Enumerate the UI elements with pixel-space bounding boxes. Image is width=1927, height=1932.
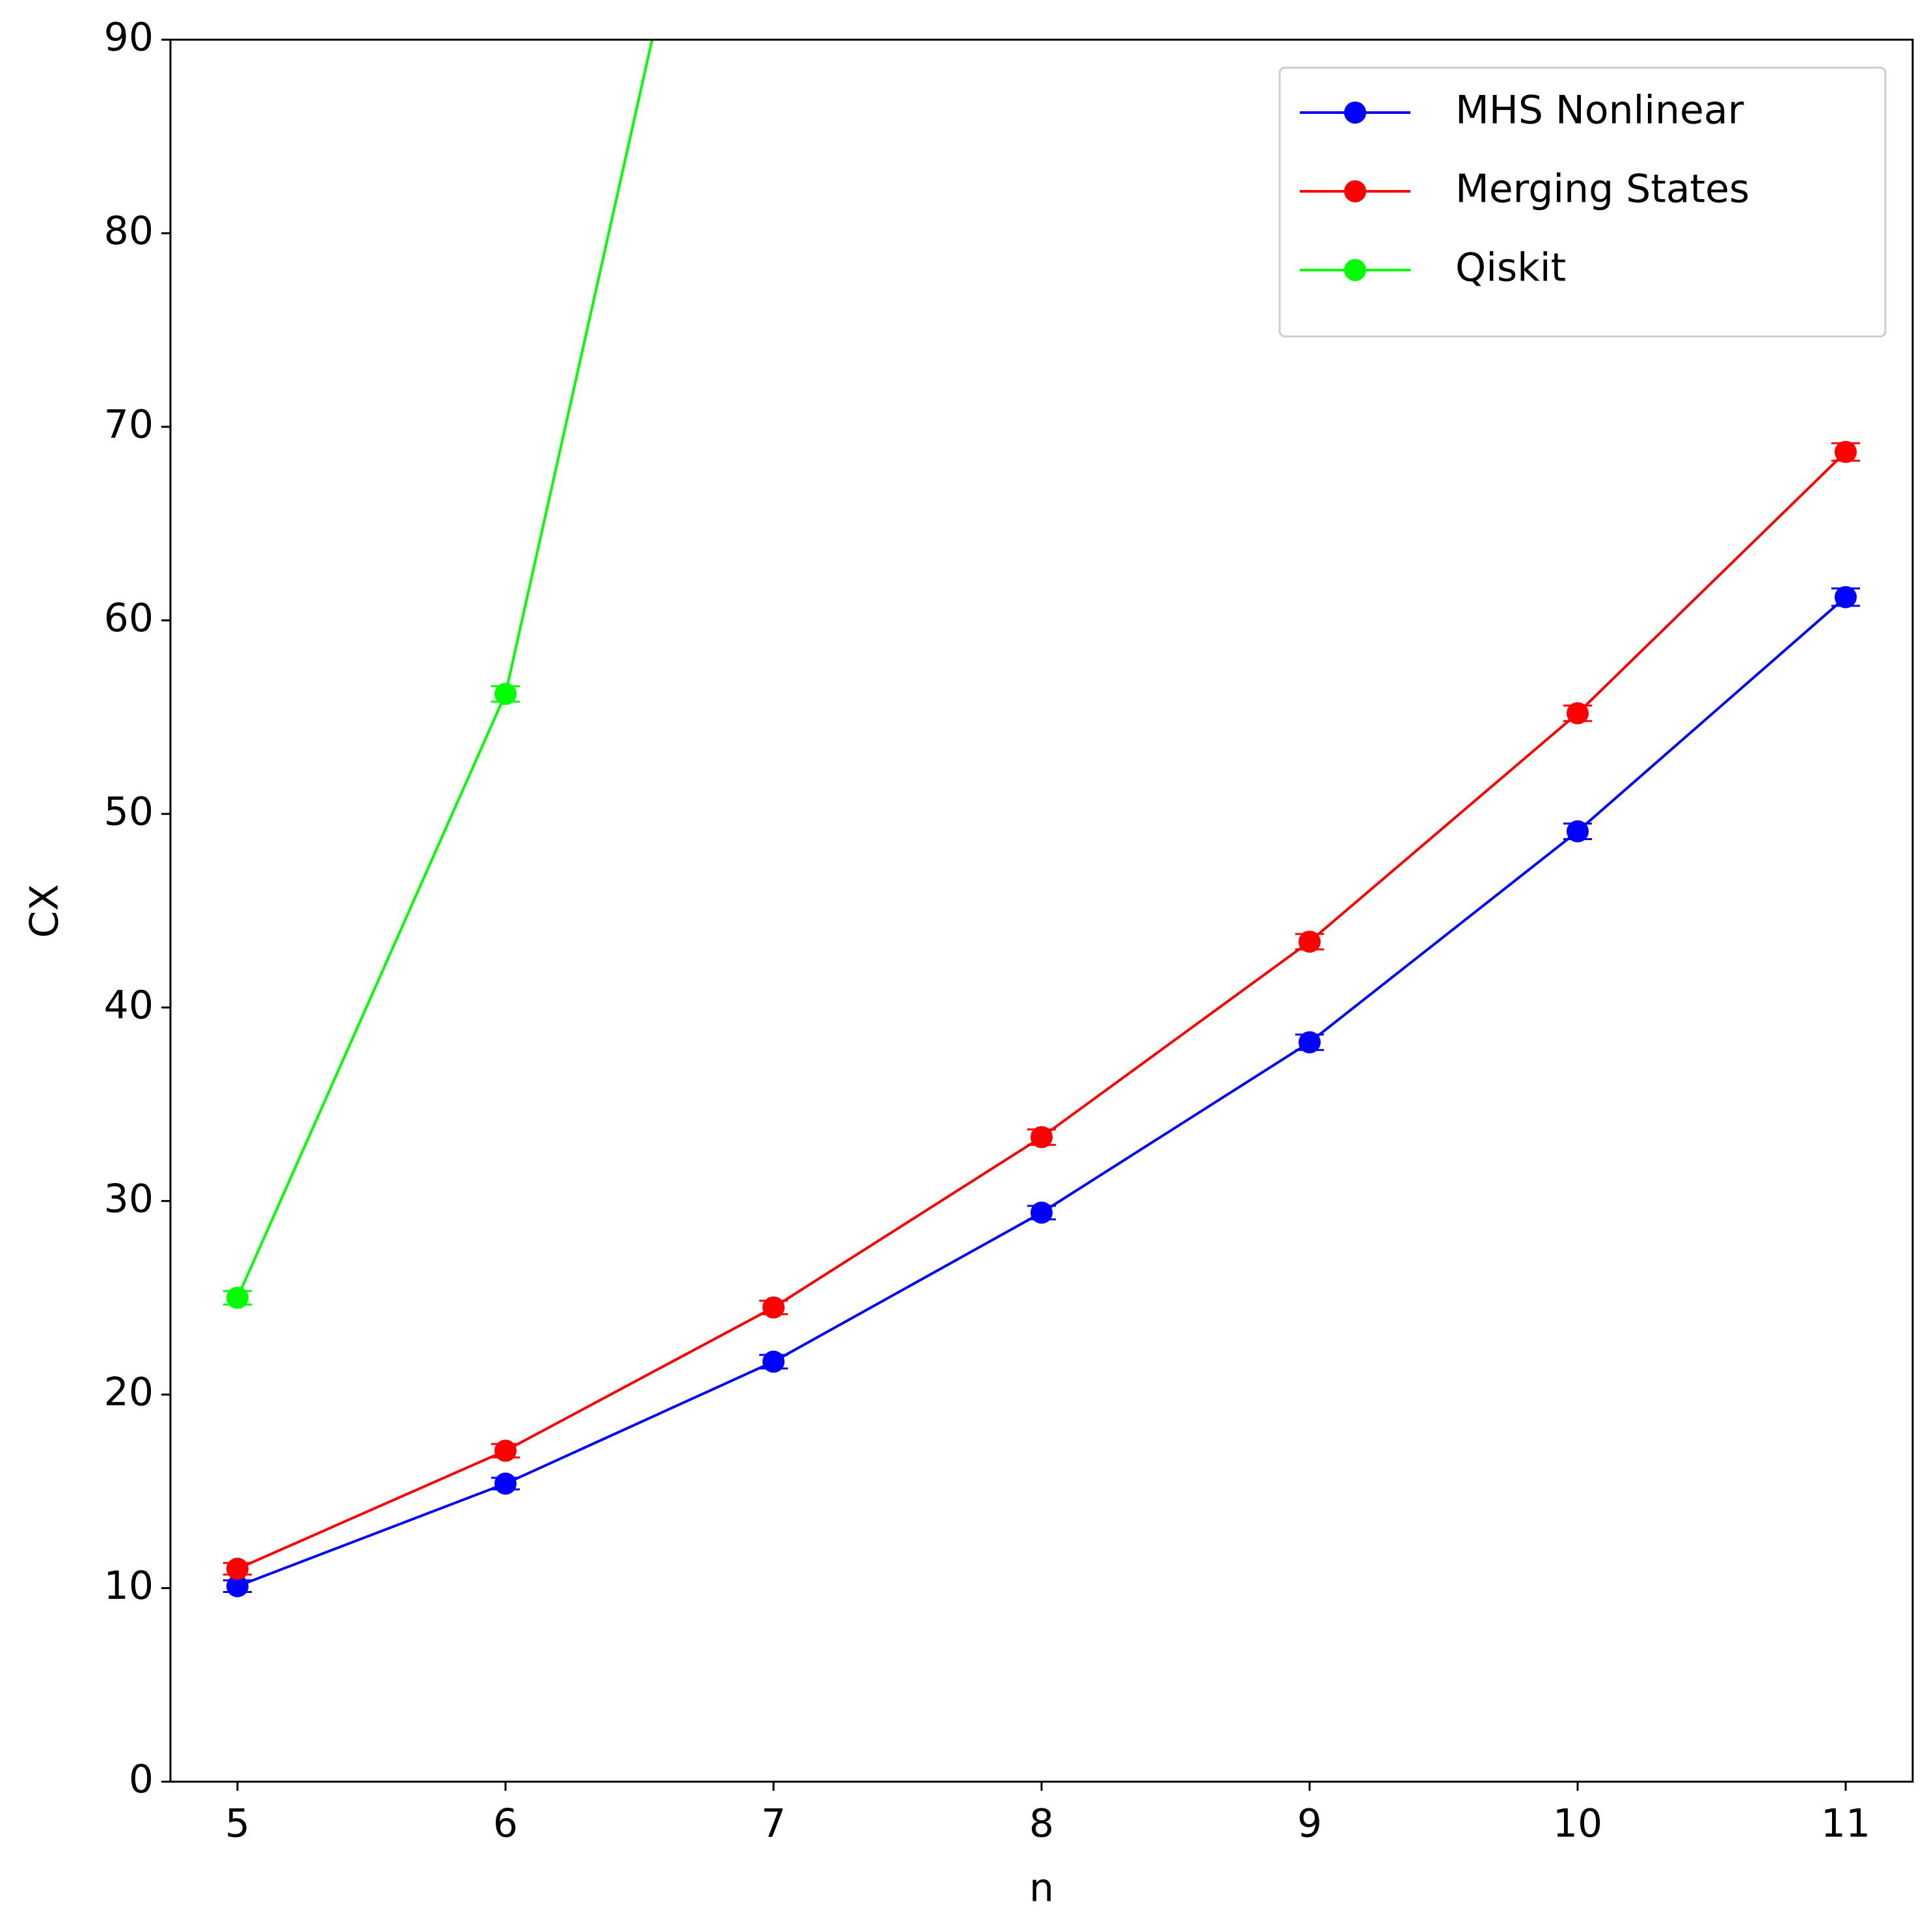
x-tick-label: 9: [1297, 1801, 1322, 1847]
y-axis-label: CX: [22, 884, 68, 938]
data-point: [1835, 586, 1857, 608]
legend-label: Merging States: [1455, 167, 1749, 212]
plot-area: [223, 40, 1860, 1598]
data-point: [1299, 931, 1321, 953]
y-tick-label: 20: [104, 1370, 154, 1415]
data-point: [762, 1350, 785, 1373]
data-point: [226, 1286, 249, 1309]
x-axis-label: n: [1029, 1866, 1054, 1911]
legend: MHS Nonlinear Merging States Qiskit: [1278, 66, 1887, 338]
x-tick-label: 8: [1029, 1801, 1054, 1847]
data-point: [226, 1575, 249, 1598]
data-point: [494, 683, 517, 705]
legend-label: Qiskit: [1455, 245, 1566, 291]
y-tick-label: 10: [104, 1563, 154, 1609]
data-point: [762, 1296, 785, 1319]
data-point: [1031, 1201, 1053, 1224]
data-point: [494, 1439, 517, 1462]
legend-marker: [1344, 259, 1366, 281]
y-tick-label: 0: [129, 1757, 154, 1803]
data-point: [1567, 820, 1589, 843]
x-tick-label: 7: [761, 1801, 786, 1847]
data-point: [1567, 702, 1589, 725]
x-tick-label: 5: [225, 1801, 250, 1847]
data-point: [1299, 1031, 1321, 1054]
x-tick-label: 10: [1553, 1801, 1602, 1847]
x-tick-label: 6: [493, 1801, 518, 1847]
legend-box: [1278, 66, 1887, 338]
y-tick-label: 40: [104, 983, 154, 1028]
y-tick-label: 50: [104, 789, 154, 834]
legend-marker: [1344, 102, 1366, 124]
legend-label: MHS Nonlinear: [1455, 88, 1744, 133]
data-point: [494, 1472, 517, 1495]
data-point: [226, 1557, 249, 1580]
y-tick-label: 70: [104, 401, 154, 447]
legend-marker: [1344, 180, 1366, 202]
data-point: [1835, 441, 1857, 463]
x-tick-label: 11: [1821, 1801, 1870, 1847]
data-point: [1031, 1126, 1053, 1149]
y-tick-label: 80: [104, 208, 154, 254]
y-tick-label: 90: [104, 15, 154, 61]
y-tick-label: 60: [104, 595, 154, 641]
y-tick-label: 30: [104, 1176, 154, 1221]
